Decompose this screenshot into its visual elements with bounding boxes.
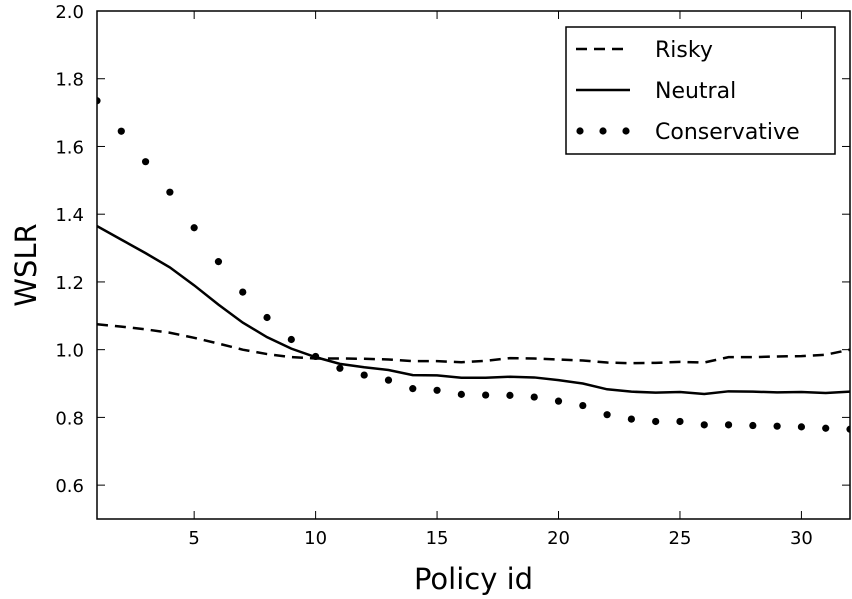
point-conservative [506, 391, 514, 399]
point-conservative [554, 397, 563, 405]
point-conservative [166, 188, 174, 196]
legend-marker-conservative [622, 127, 630, 135]
point-conservative [627, 415, 635, 423]
x-tick-label: 10 [304, 528, 327, 549]
point-conservative [603, 411, 611, 419]
axis-ticks: 5 10 15 20 25 30 0.6 0.8 1.0 1.2 1.4 1.6 1.8 2.0 [55, 2, 850, 549]
y-tick-label: 1.4 [55, 205, 84, 226]
point-conservative [239, 288, 247, 296]
point-conservative [263, 313, 271, 322]
point-conservative [336, 364, 344, 372]
point-conservative [676, 417, 684, 426]
x-tick-label: 5 [188, 528, 199, 549]
legend-label-neutral: Neutral [655, 79, 736, 104]
point-conservative [117, 127, 125, 135]
point-conservative [190, 224, 198, 232]
series-conservative [97, 97, 850, 433]
x-tick-label: 25 [669, 528, 692, 549]
y-axis-title: WSLR [9, 223, 43, 306]
series-layer [97, 97, 850, 433]
point-conservative [797, 423, 806, 431]
legend-label-conservative: Conservative [655, 120, 800, 145]
y-tick-label: 1.6 [55, 137, 84, 158]
point-conservative [384, 376, 393, 384]
y-tick-label: 1.0 [55, 341, 84, 362]
legend-label-risky: Risky [655, 38, 713, 63]
point-conservative [724, 421, 733, 429]
legend: Risky Neutral Conservative [565, 26, 836, 155]
point-conservative [482, 391, 490, 399]
x-tick-label: 15 [426, 528, 449, 549]
plot-frame [96, 10, 851, 520]
point-conservative [97, 97, 101, 105]
point-conservative [822, 424, 830, 432]
point-conservative [652, 417, 660, 426]
point-conservative [846, 425, 850, 433]
legend-marker-conservative [576, 127, 584, 135]
point-conservative [457, 390, 465, 398]
point-conservative [749, 421, 757, 430]
y-tick-label: 1.2 [55, 273, 84, 294]
x-tick-label: 30 [790, 528, 813, 549]
legend-marker-conservative [599, 127, 607, 135]
point-conservative [409, 385, 417, 393]
point-conservative [700, 421, 708, 429]
x-axis-title: Policy id [414, 562, 533, 596]
point-conservative [530, 393, 538, 401]
y-tick-label: 2.0 [55, 2, 84, 23]
y-tick-label: 0.6 [55, 476, 84, 497]
point-conservative [287, 335, 295, 344]
series-line-neutral [97, 224, 850, 396]
x-tick-label: 20 [547, 528, 570, 549]
point-conservative [360, 371, 368, 379]
point-conservative [579, 401, 587, 410]
y-tick-label: 1.8 [55, 70, 84, 91]
point-conservative [773, 422, 781, 430]
y-tick-label: 0.8 [55, 408, 84, 429]
point-conservative [214, 258, 223, 266]
series-line-risky [97, 323, 850, 365]
point-conservative [433, 386, 441, 394]
point-conservative [141, 158, 150, 166]
point-conservative [312, 352, 320, 361]
